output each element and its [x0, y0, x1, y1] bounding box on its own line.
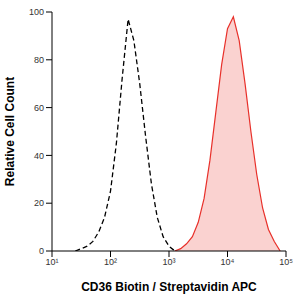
svg-text:10³: 10³ [162, 257, 175, 267]
svg-text:Relative Cell Count: Relative Cell Count [8, 77, 17, 186]
svg-text:10¹: 10¹ [45, 257, 58, 267]
svg-text:10⁴: 10⁴ [221, 257, 235, 267]
svg-text:10⁵: 10⁵ [279, 257, 292, 267]
svg-text:60: 60 [34, 103, 44, 113]
svg-text:0: 0 [39, 246, 44, 256]
svg-text:10²: 10² [104, 257, 117, 267]
svg-text:100: 100 [29, 7, 44, 17]
svg-text:20: 20 [34, 198, 44, 208]
svg-text:CD36 Biotin / Streptavidin APC: CD36 Biotin / Streptavidin APC [81, 280, 257, 294]
svg-text:80: 80 [34, 55, 44, 65]
svg-text:40: 40 [34, 151, 44, 161]
